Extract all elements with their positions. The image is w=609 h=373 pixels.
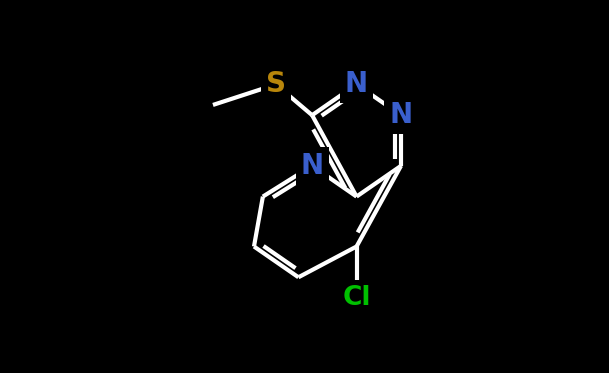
Text: N: N: [389, 101, 412, 129]
Text: N: N: [345, 70, 368, 98]
Text: N: N: [301, 152, 323, 180]
Text: S: S: [266, 70, 286, 98]
Text: Cl: Cl: [342, 285, 371, 311]
